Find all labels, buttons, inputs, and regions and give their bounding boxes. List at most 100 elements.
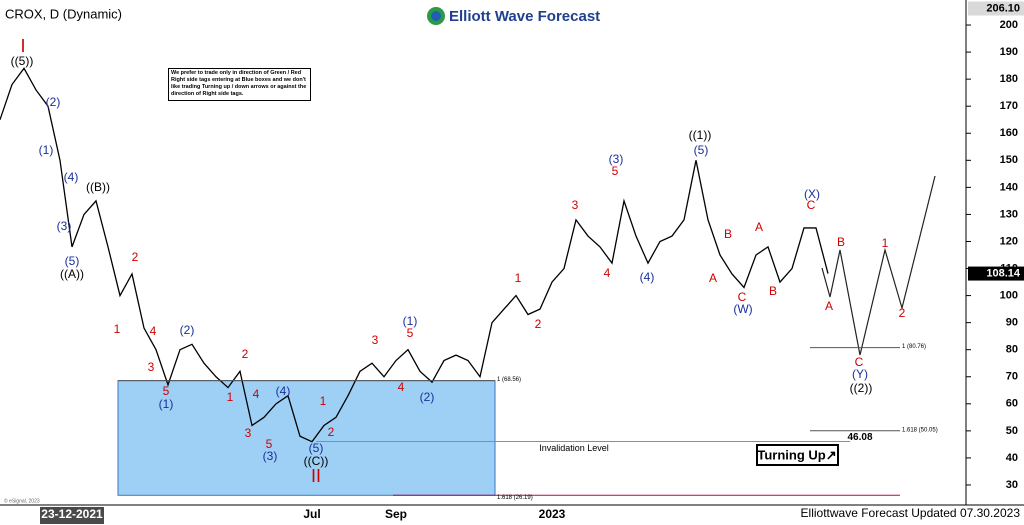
x-tick-label: 2023 <box>539 507 566 521</box>
wave-label: 3 <box>572 198 579 212</box>
wave-label: (1) <box>39 143 54 157</box>
wave-label: (5) <box>694 143 709 157</box>
projection-path <box>821 175 936 356</box>
fib-level-label: 1 (68.56) <box>497 377 521 383</box>
y-tick-label: 90 <box>1006 317 1018 329</box>
wave-label: (4) <box>64 170 79 184</box>
y-tick-label: 70 <box>1006 371 1018 383</box>
price-label: 108.14 <box>986 267 1021 279</box>
y-tick-label: 160 <box>1000 127 1018 139</box>
wave-label: B <box>724 227 732 241</box>
wave-label: 2 <box>132 250 139 264</box>
wave-label: C <box>738 290 747 304</box>
wave-label: 3 <box>148 360 155 374</box>
y-tick-label: 100 <box>1000 289 1018 301</box>
wave-label: ((C)) <box>304 454 329 468</box>
wave-label: (1) <box>403 314 418 328</box>
y-tick-label: 80 <box>1006 344 1018 356</box>
wave-label: (X) <box>804 187 820 201</box>
wave-label: A <box>755 220 763 234</box>
wave-label: ((2)) <box>850 381 873 395</box>
y-tick-label: 150 <box>1000 154 1018 166</box>
brand: Elliott Wave Forecast <box>449 8 600 25</box>
y-tick-label: 190 <box>1000 46 1018 58</box>
chart-title: CROX, D (Dynamic) <box>5 6 122 21</box>
wave-label: B <box>837 235 845 249</box>
wave-label: (3) <box>609 152 624 166</box>
wave-label: (2) <box>420 390 435 404</box>
x-label-bg <box>40 507 104 524</box>
wave-label: (Y) <box>852 367 868 381</box>
y-tick-label: 140 <box>1000 181 1018 193</box>
logo-icon <box>431 11 441 21</box>
x-tick-label: 23-12-2021 <box>41 507 103 521</box>
wave-label: (2) <box>180 323 195 337</box>
wave-label: 1 <box>882 236 889 250</box>
wave-label: (2) <box>46 95 61 109</box>
fib-level-label: 1.618 (26.19) <box>497 495 533 501</box>
fib-level-label: 1.618 (50.05) <box>902 427 938 433</box>
wave-label: I <box>20 36 25 56</box>
turning-up: Turning Up↗ <box>757 447 836 462</box>
wave-label: 2 <box>328 425 335 439</box>
wave-label: 1 <box>320 394 327 408</box>
wave-label: 3 <box>372 333 379 347</box>
wave-label: 2 <box>242 347 249 361</box>
wave-label: 5 <box>266 437 273 451</box>
wave-label: 1 <box>227 390 234 404</box>
wave-label: 4 <box>253 387 260 401</box>
turning-up-box <box>756 444 839 466</box>
wave-label: C <box>807 198 816 212</box>
invalidation-value: 46.08 <box>847 432 872 443</box>
wave-label: 2 <box>899 306 906 320</box>
price-label-box <box>968 266 1024 281</box>
y-tick-label: 200 <box>1000 19 1018 31</box>
price-label-box <box>968 1 1024 16</box>
x-tick-label: Jul <box>303 507 320 521</box>
wave-label: 1 <box>114 322 121 336</box>
wave-label: 5 <box>612 164 619 178</box>
wave-label: (W) <box>733 302 752 316</box>
wave-label: 3 <box>245 426 252 440</box>
wave-label: 5 <box>407 326 414 340</box>
wave-label: 4 <box>604 266 611 280</box>
y-tick-label: 170 <box>1000 100 1018 112</box>
wave-label: ((1)) <box>689 128 712 142</box>
y-tick-label: 130 <box>1000 208 1018 220</box>
price-line <box>0 67 829 443</box>
wave-label: (3) <box>263 449 278 463</box>
fib-level-label: 1 (80.76) <box>902 344 926 350</box>
wave-label: ((5)) <box>11 54 34 68</box>
wave-label: ((A)) <box>60 267 84 281</box>
wave-label: (1) <box>159 397 174 411</box>
y-tick-label: 50 <box>1006 425 1018 437</box>
wave-label: A <box>825 299 833 313</box>
note: We prefer to trade only in direction of … <box>168 68 311 101</box>
wave-label: (4) <box>276 384 291 398</box>
y-tick-label: 40 <box>1006 452 1018 464</box>
wave-label: (5) <box>65 254 80 268</box>
wave-label: (5) <box>309 441 324 455</box>
y-tick-label: 60 <box>1006 398 1018 410</box>
y-tick-label: 180 <box>1000 73 1018 85</box>
wave-label: 5 <box>163 384 170 398</box>
wave-label: 2 <box>535 317 542 331</box>
wave-label: 4 <box>150 324 157 338</box>
wave-label: ((B)) <box>86 180 110 194</box>
wave-label: C <box>855 355 864 369</box>
wave-label: (4) <box>640 270 655 284</box>
wave-label: (3) <box>57 219 72 233</box>
x-tick-label: Sep <box>385 507 407 521</box>
y-tick-label: 30 <box>1006 479 1018 491</box>
wave-label: 4 <box>398 380 405 394</box>
footer: Elliottwave Forecast Updated 07.30.2023 <box>801 506 1021 520</box>
invalidation-text: Invalidation Level <box>539 443 609 453</box>
wave-label: B <box>769 284 777 298</box>
price-label: 206.10 <box>986 2 1020 14</box>
y-tick-label: 120 <box>1000 235 1018 247</box>
target-box <box>117 380 496 496</box>
wave-label: 1 <box>515 271 522 285</box>
wave-label: A <box>709 271 717 285</box>
